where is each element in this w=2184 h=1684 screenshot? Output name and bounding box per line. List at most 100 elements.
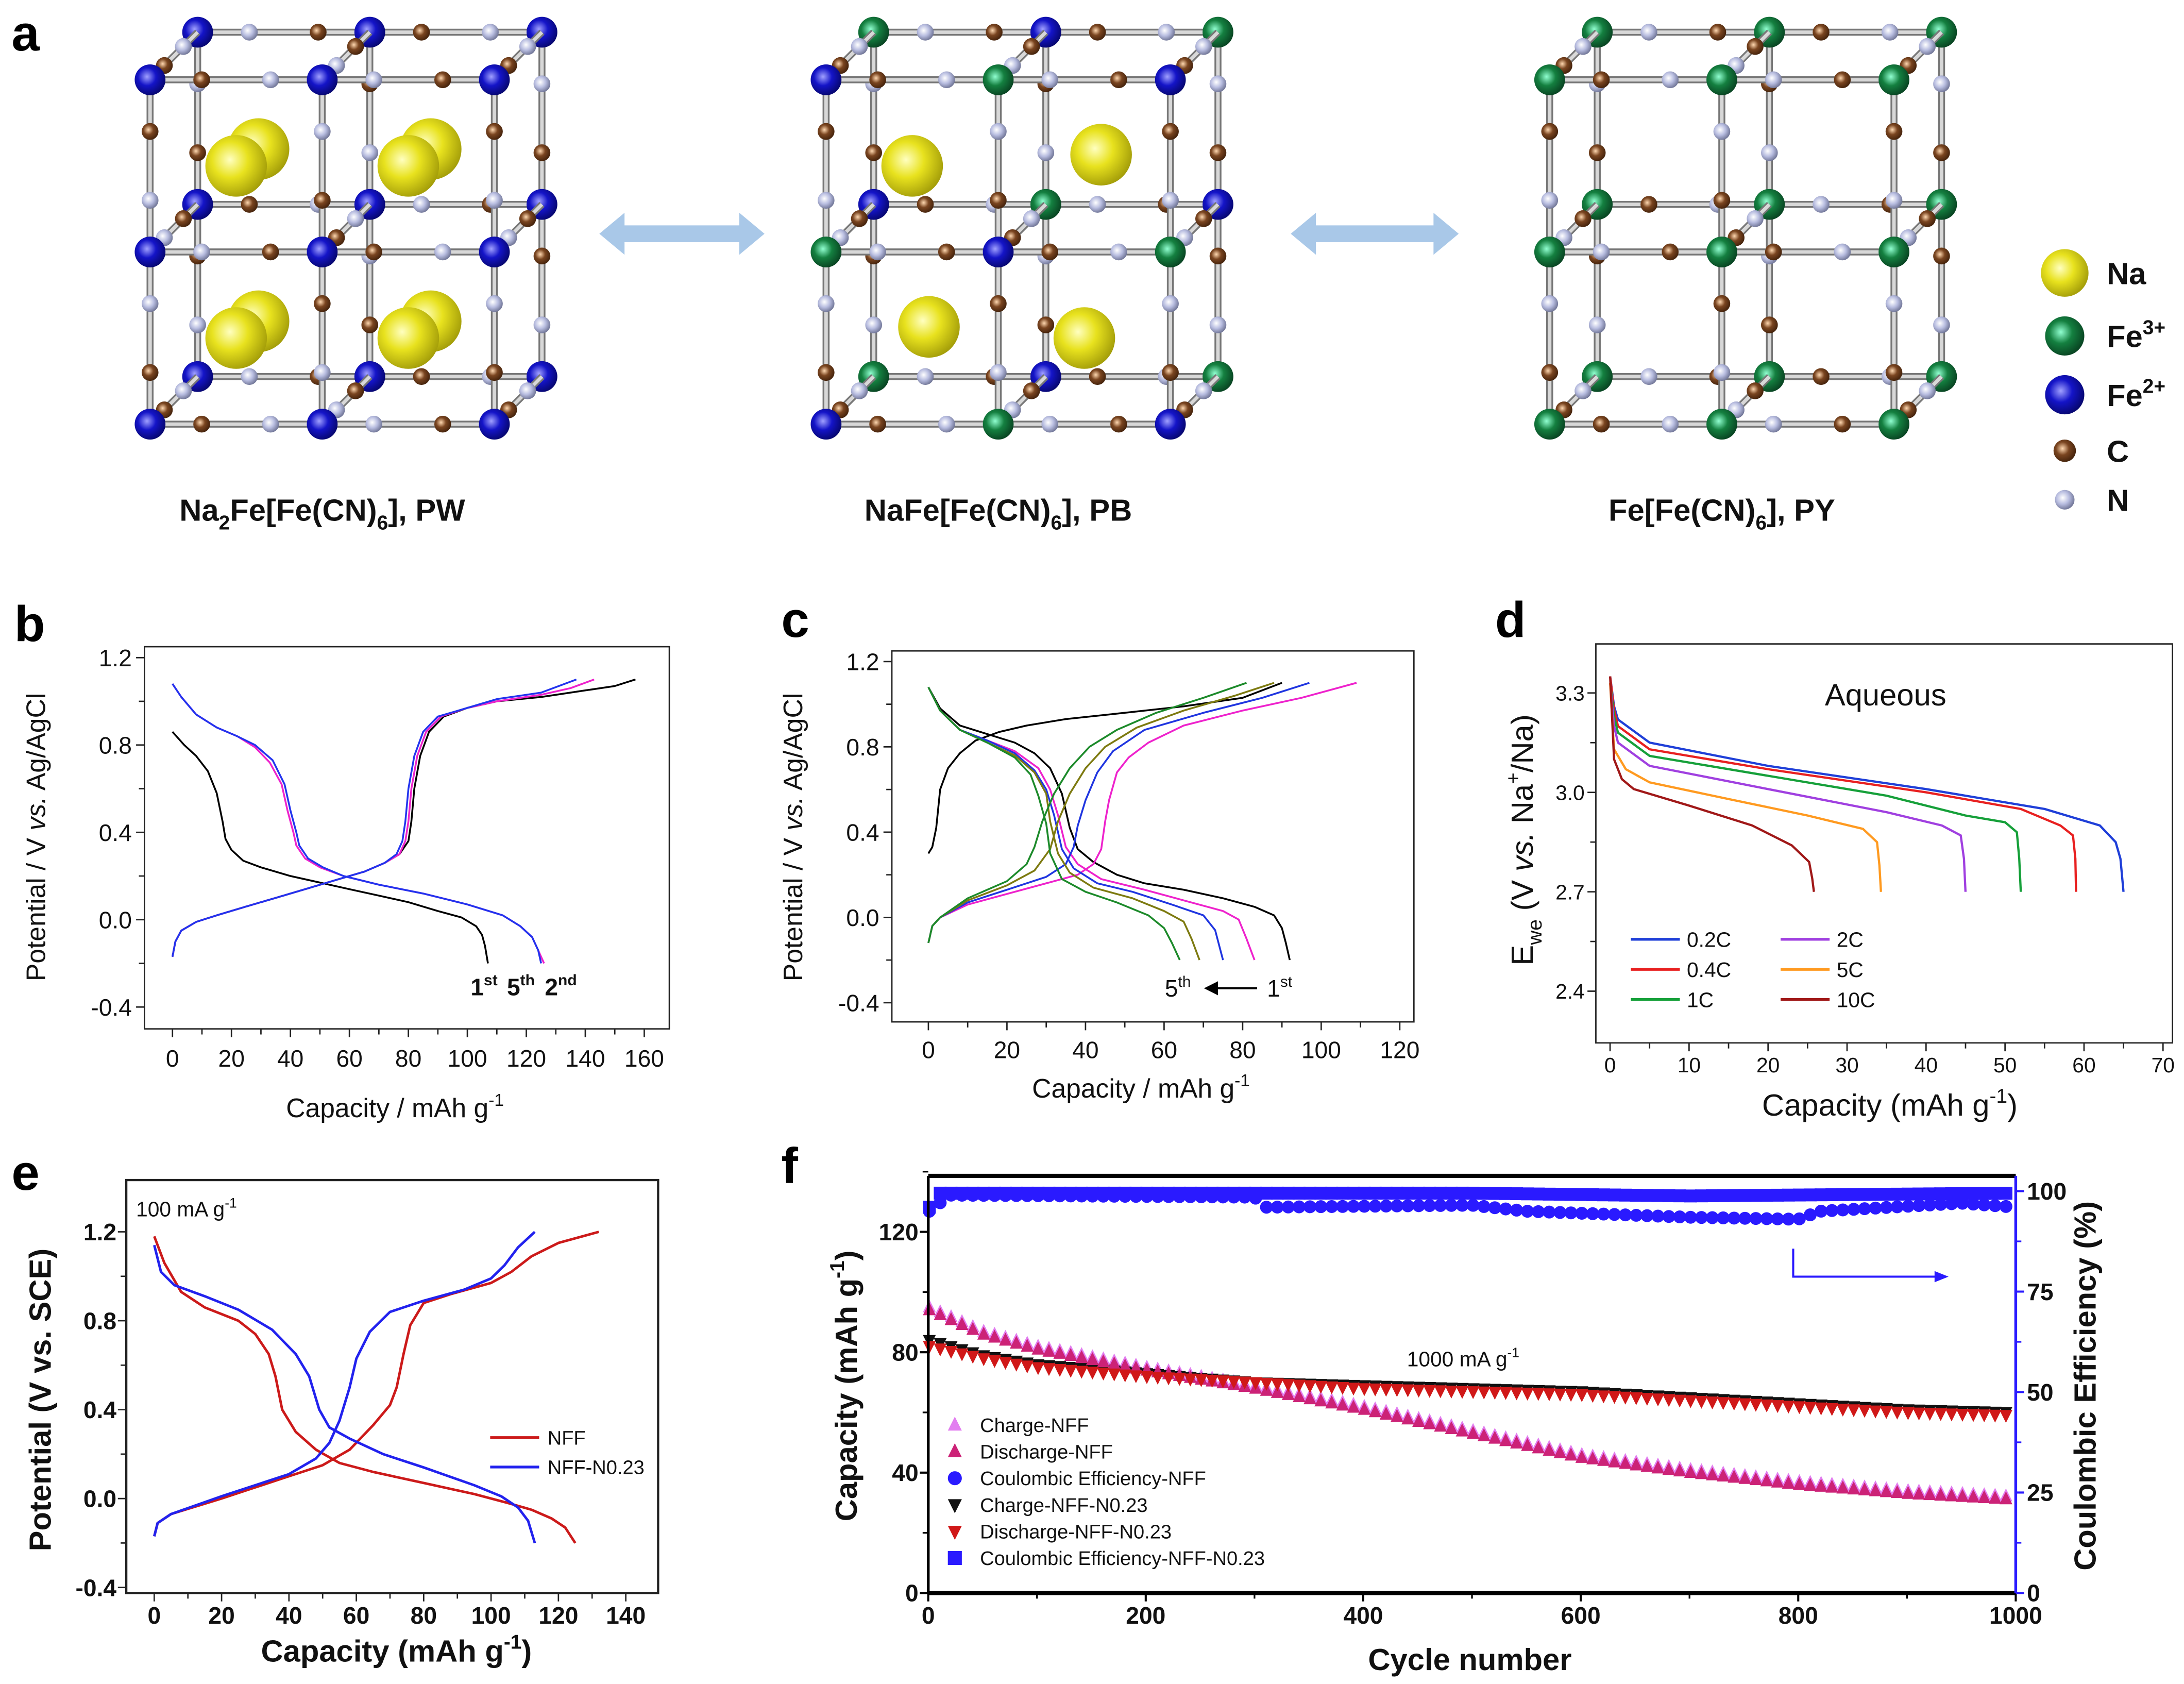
legend-label: 0.4C xyxy=(1687,958,1731,982)
legend-item-discharge-nff: Discharge-NFF xyxy=(947,1442,1113,1463)
data-point xyxy=(1096,1368,1110,1381)
y-tick-label: 1.2 xyxy=(846,649,879,676)
nitrogen-atom xyxy=(533,75,551,93)
y-tick-label: 120 xyxy=(879,1219,919,1245)
data-point xyxy=(1880,1484,1893,1497)
data-point xyxy=(1477,1187,1491,1200)
carbon-atom xyxy=(1747,38,1764,55)
legend-item-charge-nff: Charge-NFF xyxy=(947,1415,1089,1437)
data-point xyxy=(1271,1186,1284,1200)
current-density-label: 1000 mA g-1 xyxy=(1407,1345,1519,1371)
legend-marker-icon xyxy=(947,1499,962,1513)
carbon-atom xyxy=(1761,316,1778,333)
cycle-label-part: nd xyxy=(558,972,577,989)
nitrogen-atom xyxy=(1037,144,1055,161)
y-axis-label: Potential (V vs. SCE) xyxy=(23,1249,57,1552)
legend-atom-icon xyxy=(2045,375,2085,415)
nitrogen-atom xyxy=(486,192,503,209)
data-point xyxy=(1488,1430,1501,1444)
data-point xyxy=(1532,1187,1545,1201)
series-line-1st-discharge xyxy=(172,731,489,964)
data-point xyxy=(1238,1186,1251,1200)
y-axis-label-part: Ag/AgCl xyxy=(21,693,51,797)
data-point xyxy=(1771,1400,1784,1413)
data-point xyxy=(1455,1186,1469,1200)
legend-label-part: 2+ xyxy=(2143,376,2165,398)
data-point xyxy=(1434,1419,1447,1432)
series-line-nff-charge xyxy=(153,1231,599,1537)
data-point xyxy=(1760,1212,1773,1225)
data-point xyxy=(1575,1450,1588,1463)
axis-indicator-arrow xyxy=(1792,1249,1936,1278)
x-tick-label: 120 xyxy=(1380,1037,1419,1064)
data-point xyxy=(1901,1200,1915,1213)
data-point xyxy=(1183,1186,1197,1200)
data-point xyxy=(1445,1385,1458,1399)
data-point xyxy=(1206,1375,1219,1388)
data-point xyxy=(1401,1199,1415,1213)
legend-label: 1C xyxy=(1687,988,1714,1012)
data-point xyxy=(1064,1348,1077,1361)
data-point xyxy=(944,1312,958,1325)
cycle-label-part: st xyxy=(484,972,498,989)
carbon-atom xyxy=(1834,71,1851,89)
carbon-atom xyxy=(1574,210,1592,227)
data-point xyxy=(1999,1187,2012,1200)
data-point xyxy=(1347,1200,1360,1213)
data-point xyxy=(1086,1186,1099,1200)
structure-label: Na2Fe[Fe(CN)6], PW xyxy=(179,493,465,534)
data-point xyxy=(1662,1189,1675,1202)
data-point xyxy=(1510,1387,1523,1401)
x-tick-label: 800 xyxy=(1779,1602,1818,1629)
nitrogen-atom xyxy=(938,415,955,433)
data-point xyxy=(1890,1200,1904,1214)
y-axis-label: Capacity (mAh g-1) xyxy=(826,1250,864,1521)
nitrogen-atom xyxy=(1541,192,1559,209)
cycle-label-part: 5 xyxy=(507,973,520,1000)
structure-label-part: 6 xyxy=(377,512,388,534)
data-point xyxy=(1238,1376,1251,1390)
chart-title: Aqueous xyxy=(1825,678,1946,712)
sodium-atom xyxy=(881,135,943,197)
legend-item-discharge-nff-n0-23: Discharge-NFF-N0.23 xyxy=(947,1521,1172,1543)
sodium-atom xyxy=(1053,307,1115,369)
double-arrow-icon xyxy=(1291,212,1459,255)
data-point xyxy=(1880,1201,1893,1214)
legend-item-coulombic-efficiency-nff-n0-23: Coulombic Efficiency-NFF-N0.23 xyxy=(947,1548,1265,1570)
y-tick-label: 0.4 xyxy=(846,819,879,846)
carbon-atom xyxy=(141,123,159,140)
cycle-label-first: 1st xyxy=(1267,973,1293,1002)
y-tick-label: 0.0 xyxy=(846,904,879,931)
data-point xyxy=(1510,1187,1523,1201)
data-point xyxy=(1825,1188,1839,1202)
nitrogen-atom xyxy=(1541,295,1559,312)
y-tick-label: -0.4 xyxy=(838,989,879,1016)
carbon-atom xyxy=(413,368,430,385)
nitrogen-atom xyxy=(519,382,536,399)
structure-label-part: NaFe[Fe(CN) xyxy=(865,493,1051,528)
carbon-atom xyxy=(519,210,536,227)
data-point xyxy=(1021,1186,1034,1200)
nitrogen-atom xyxy=(1162,295,1179,312)
panel-b: b 0 20 40 60 80 100 120 140 160 -0.4 0.0 0.4 0.8 1.2 Ca… xyxy=(14,595,670,1123)
y-tick-label: 2.7 xyxy=(1555,880,1585,904)
carbon-atom xyxy=(310,24,327,41)
legend-item-c: C xyxy=(2053,434,2129,468)
data-point xyxy=(1096,1186,1110,1200)
data-point xyxy=(1499,1187,1512,1200)
data-point xyxy=(1488,1187,1501,1200)
x-axis-label: Cycle number xyxy=(1368,1642,1571,1677)
data-point xyxy=(1336,1382,1349,1395)
legend-label: 10C xyxy=(1837,988,1875,1012)
current-density-label-part: -1 xyxy=(1507,1345,1519,1360)
panel-e: e 0 20 40 60 80 100 120 140 -0.4 0.0 0.4 0.8 1.2 Capac… xyxy=(11,1144,659,1669)
data-point xyxy=(955,1186,969,1200)
data-point xyxy=(1108,1186,1121,1200)
data-point xyxy=(1031,1186,1045,1200)
y-tick-label: 1.2 xyxy=(83,1219,116,1245)
legend-marker-icon xyxy=(947,1471,962,1486)
data-point xyxy=(1825,1403,1839,1416)
series-line-3rd-discharge xyxy=(927,686,1224,961)
legend-item-charge-nff-n0-23: Charge-NFF-N0.23 xyxy=(947,1495,1148,1517)
fe2-atom xyxy=(1155,64,1186,95)
